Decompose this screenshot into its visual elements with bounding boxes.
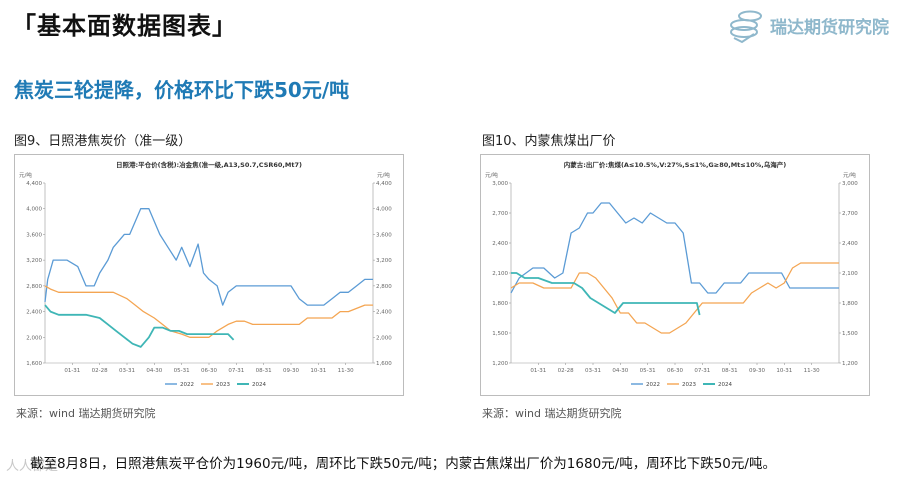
legend-label-2022: 2022 [180,382,194,388]
figure-title-1: 图9、日照港焦炭价（准一级） [14,134,192,149]
series-line-2024 [511,272,701,316]
y-tick-label-right: 2,100 [842,271,858,277]
x-tick-label: 07-31 [228,368,244,374]
y-tick-label-right: 4,400 [376,181,392,187]
x-tick-label: 08-31 [722,368,738,374]
y-tick-label-left: 2,700 [492,211,508,217]
y-tick-label-left: 2,400 [26,310,42,316]
y-tick-label-left: 4,400 [26,181,42,187]
y-tick-label-left: 3,200 [26,258,42,264]
y-tick-label-right: 1,200 [842,361,858,367]
x-tick-label: 02-28 [92,368,108,374]
y-tick-label-right: 3,600 [376,232,392,238]
y-tick-label-left: 4,000 [26,207,42,213]
y-axis-label-right: 元/吨 [377,171,390,179]
x-tick-label: 06-30 [667,368,683,374]
x-tick-label: 05-31 [640,368,656,374]
y-axis-label-right: 元/吨 [843,171,856,179]
y-tick-label-right: 2,700 [842,211,858,217]
y-tick-label-right: 1,800 [842,301,858,307]
x-tick-label: 08-31 [256,368,272,374]
x-tick-label: 01-31 [530,368,546,374]
x-tick-label: 09-30 [749,368,765,374]
x-tick-label: 11-30 [804,368,820,374]
series-line-2024 [44,304,235,348]
chart-title: 日照港:平仓价(含税):冶金焦(准一级,A13,S0.7,CSR60,Mt7) [116,160,302,169]
chart-title: 内蒙古:出厂价:焦煤(A≤10.5%,V:27%,S≤1%,G≥80,Mt≤10… [564,160,787,169]
y-tick-label-left: 1,800 [492,301,508,307]
x-tick-label: 10-31 [310,368,326,374]
legend-label-2022: 2022 [646,382,660,388]
legend-label-2023: 2023 [682,382,696,388]
y-tick-label-left: 1,500 [492,331,508,337]
page-title: 「基本面数据图表」 [12,12,237,40]
y-tick-label-left: 2,000 [26,335,42,341]
y-tick-label-left: 2,100 [492,271,508,277]
legend-label-2024: 2024 [718,382,732,388]
y-tick-label-left: 3,600 [26,232,42,238]
chart-coking-coal-price: 内蒙古:出厂价:焦煤(A≤10.5%,V:27%,S≤1%,G≥80,Mt≤10… [480,154,870,396]
y-tick-label-left: 3,000 [492,181,508,187]
series-line-2023 [510,262,839,334]
y-tick-label-right: 2,400 [842,241,858,247]
figure-title-2: 图10、内蒙焦煤出厂价 [482,134,616,149]
watermark: 人人都是 [6,459,59,474]
source-note-1: 来源：wind 瑞达期货研究院 [16,407,156,420]
y-tick-label-left: 2,800 [26,284,42,290]
chart-coke-price: 日照港:平仓价(含税):冶金焦(准一级,A13,S0.7,CSR60,Mt7) 元… [14,154,404,396]
x-tick-label: 01-31 [64,368,80,374]
x-tick-label: 02-28 [558,368,574,374]
y-tick-label-right: 3,200 [376,258,392,264]
y-tick-label-left: 1,600 [26,361,42,367]
brand-name: 瑞达期货研究院 [770,18,889,38]
x-tick-label: 04-30 [146,368,162,374]
y-tick-label-right: 2,800 [376,284,392,290]
series-line-2022 [510,202,839,294]
x-tick-label: 03-31 [119,368,135,374]
series-line-2022 [44,208,373,306]
legend-label-2024: 2024 [252,382,266,388]
y-tick-label-right: 2,400 [376,310,392,316]
summary-text: 截至8月8日，日照港焦炭平仓价为1960元/吨，周环比下跌50元/吨；内蒙古焦煤… [30,456,776,472]
y-tick-label-right: 1,500 [842,331,858,337]
x-tick-label: 09-30 [283,368,299,374]
brand-logo [730,10,762,44]
y-tick-label-right: 2,000 [376,335,392,341]
chart-coking-coal-price-svg: 内蒙古:出厂价:焦煤(A≤10.5%,V:27%,S≤1%,G≥80,Mt≤10… [485,160,858,388]
x-tick-label: 06-30 [201,368,217,374]
y-tick-label-right: 3,000 [842,181,858,187]
legend-label-2023: 2023 [216,382,230,388]
y-tick-label-left: 2,400 [492,241,508,247]
x-tick-label: 05-31 [174,368,190,374]
x-tick-label: 10-31 [776,368,792,374]
x-tick-label: 03-31 [585,368,601,374]
x-tick-label: 07-31 [694,368,710,374]
y-axis-label-left: 元/吨 [485,171,498,179]
x-tick-label: 11-30 [338,368,354,374]
y-tick-label-left: 1,200 [492,361,508,367]
y-tick-label-right: 4,000 [376,207,392,213]
y-tick-label-right: 1,600 [376,361,392,367]
headline: 焦炭三轮提降，价格环比下跌50元/吨 [14,78,350,102]
source-note-2: 来源：wind 瑞达期货研究院 [482,407,622,420]
series-line-2023 [44,285,373,338]
y-axis-label-left: 元/吨 [19,171,32,179]
chart-coke-price-svg: 日照港:平仓价(含税):冶金焦(准一级,A13,S0.7,CSR60,Mt7) 元… [19,160,392,388]
x-tick-label: 04-30 [612,368,628,374]
coins-icon [730,10,762,44]
